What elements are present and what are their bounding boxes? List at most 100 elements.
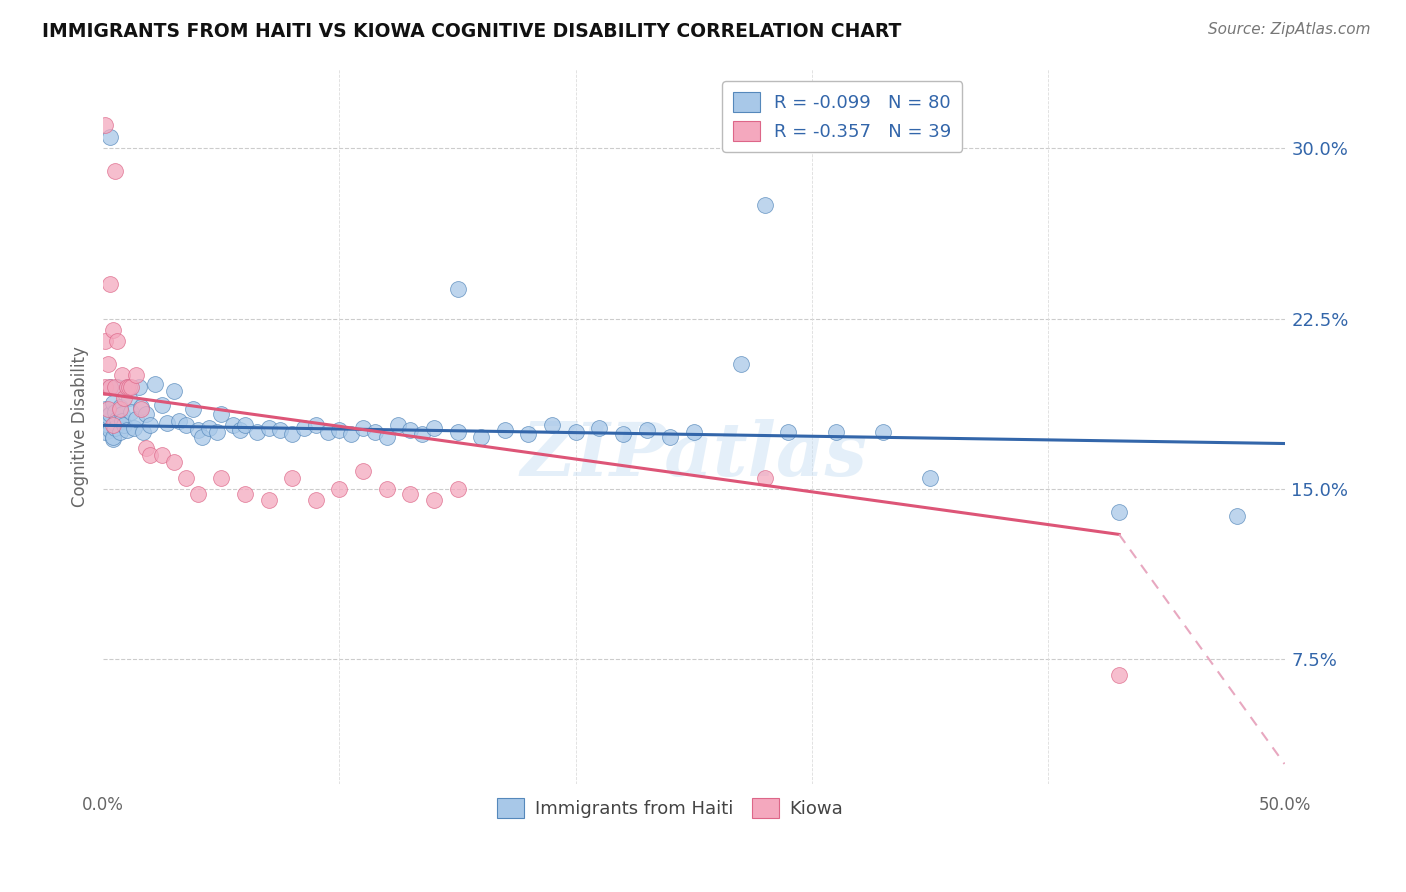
Point [1108, 505, 1130, 519]
Point [222, 418, 245, 433]
Point [125, 368, 148, 383]
Point [167, 414, 190, 428]
Point [98, 423, 121, 437]
Point [316, 425, 339, 439]
Point [198, 420, 221, 434]
Point [94, 402, 117, 417]
Text: IMMIGRANTS FROM HAITI VS KIOWA COGNITIVE DISABILITY CORRELATION CHART: IMMIGRANTS FROM HAITI VS KIOWA COGNITIVE… [42, 22, 901, 41]
Point [364, 425, 387, 439]
Point [1108, 668, 1130, 682]
Point [375, 430, 398, 444]
Point [269, 423, 291, 437]
Point [659, 430, 682, 444]
Text: ZIPatlas: ZIPatlas [520, 419, 868, 491]
Point [209, 470, 232, 484]
Point [328, 423, 350, 437]
Point [94, 380, 117, 394]
Point [257, 493, 280, 508]
Point [105, 380, 128, 394]
Point [340, 427, 363, 442]
Point [305, 493, 328, 508]
Point [112, 418, 135, 433]
Text: Source: ZipAtlas.com: Source: ZipAtlas.com [1208, 22, 1371, 37]
Point [115, 423, 138, 437]
Point [98, 407, 121, 421]
Point [111, 414, 134, 428]
Point [229, 423, 252, 437]
Point [111, 407, 134, 421]
Point [156, 416, 179, 430]
Point [122, 420, 145, 434]
Point [588, 420, 610, 434]
Point [281, 427, 304, 442]
Point [352, 420, 374, 434]
Point [352, 464, 374, 478]
Point [104, 380, 127, 394]
Point [375, 482, 398, 496]
Point [101, 418, 124, 433]
Point [411, 427, 433, 442]
Point [118, 391, 141, 405]
Point [920, 470, 942, 484]
Point [399, 423, 422, 437]
Point [191, 430, 214, 444]
Point [399, 486, 422, 500]
Point [108, 425, 131, 439]
Point [682, 425, 704, 439]
Point [446, 425, 468, 439]
Point [174, 418, 197, 433]
Point [517, 427, 540, 442]
Point [754, 470, 776, 484]
Point [139, 448, 162, 462]
Point [1226, 509, 1249, 524]
Point [105, 411, 128, 425]
Point [754, 198, 776, 212]
Point [129, 400, 152, 414]
Point [97, 414, 120, 428]
Point [104, 416, 127, 430]
Point [132, 425, 155, 439]
Point [328, 482, 350, 496]
Point [101, 395, 124, 409]
Point [111, 368, 134, 383]
Point [98, 380, 121, 394]
Point [824, 425, 846, 439]
Point [305, 418, 328, 433]
Point [446, 282, 468, 296]
Point [104, 163, 127, 178]
Point [115, 380, 138, 394]
Point [97, 402, 120, 417]
Point [135, 407, 157, 421]
Point [115, 380, 138, 394]
Point [94, 334, 117, 349]
Point [135, 441, 157, 455]
Point [98, 277, 121, 292]
Point [97, 418, 120, 433]
Point [257, 420, 280, 434]
Point [94, 425, 117, 439]
Point [163, 384, 186, 399]
Point [128, 380, 150, 394]
Point [108, 400, 131, 414]
Point [470, 430, 492, 444]
Point [143, 377, 166, 392]
Point [209, 407, 232, 421]
Point [94, 119, 117, 133]
Point [121, 405, 143, 419]
Legend: Immigrants from Haiti, Kiowa: Immigrants from Haiti, Kiowa [489, 791, 851, 825]
Point [233, 418, 256, 433]
Point [292, 420, 315, 434]
Point [101, 430, 124, 444]
Point [187, 486, 209, 500]
Point [105, 334, 128, 349]
Point [129, 402, 152, 417]
Point [174, 470, 197, 484]
Point [246, 425, 269, 439]
Point [446, 482, 468, 496]
Point [139, 418, 162, 433]
Point [494, 423, 516, 437]
Point [612, 427, 634, 442]
Point [281, 470, 304, 484]
Point [730, 357, 752, 371]
Point [187, 423, 209, 437]
